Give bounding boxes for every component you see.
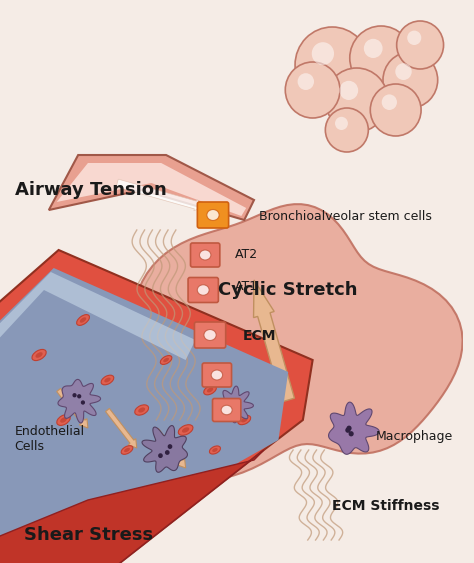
Circle shape [325,68,388,132]
Circle shape [395,63,412,80]
Ellipse shape [207,387,213,392]
Polygon shape [58,379,100,423]
Ellipse shape [241,418,247,422]
Polygon shape [218,386,254,423]
Ellipse shape [204,329,216,341]
Ellipse shape [200,250,211,260]
FancyBboxPatch shape [191,243,220,267]
Ellipse shape [57,414,70,426]
Text: Macrophage: Macrophage [376,430,454,443]
Text: Cyclic Stretch: Cyclic Stretch [219,281,358,299]
Circle shape [339,81,358,100]
Ellipse shape [160,356,172,364]
Ellipse shape [178,425,193,435]
Circle shape [158,453,163,458]
Circle shape [73,393,77,397]
FancyBboxPatch shape [188,278,219,302]
Circle shape [233,403,237,406]
Circle shape [312,42,334,65]
Circle shape [335,117,348,130]
Ellipse shape [101,375,114,385]
Text: AT1: AT1 [235,280,257,293]
Ellipse shape [104,378,110,382]
Polygon shape [0,450,264,563]
FancyArrow shape [57,388,88,428]
Circle shape [382,95,397,110]
Circle shape [383,52,438,108]
Circle shape [295,27,369,103]
Ellipse shape [36,352,43,358]
Circle shape [346,426,352,431]
Text: ECM Stiffness: ECM Stiffness [332,499,440,513]
FancyBboxPatch shape [194,322,226,348]
FancyBboxPatch shape [202,363,232,387]
Text: Airway Tension: Airway Tension [15,181,166,199]
Ellipse shape [32,350,46,360]
Text: Bronchioalveolar stem cells: Bronchioalveolar stem cells [259,210,432,223]
FancyArrow shape [116,179,203,211]
Circle shape [168,444,173,449]
Circle shape [370,84,421,136]
Text: AT2: AT2 [235,248,257,261]
Ellipse shape [60,417,67,423]
FancyArrow shape [106,408,137,448]
Polygon shape [0,268,288,563]
Ellipse shape [80,318,86,323]
Text: ECM: ECM [242,329,276,343]
Circle shape [407,30,421,45]
Ellipse shape [163,358,169,362]
Circle shape [77,394,82,399]
Polygon shape [0,272,195,360]
Text: Shear Stress: Shear Stress [25,526,154,544]
Polygon shape [142,426,187,472]
Ellipse shape [221,405,232,415]
Polygon shape [49,155,254,220]
Circle shape [230,401,234,405]
Ellipse shape [238,415,251,425]
Ellipse shape [204,385,216,395]
Polygon shape [57,163,246,216]
Circle shape [348,431,354,436]
Circle shape [298,73,314,90]
Circle shape [325,108,368,152]
Circle shape [231,404,235,408]
Ellipse shape [212,448,218,452]
Ellipse shape [77,315,90,325]
Circle shape [165,450,170,455]
Ellipse shape [211,370,223,380]
FancyArrow shape [254,280,294,402]
Circle shape [364,39,383,58]
Ellipse shape [138,408,145,413]
Polygon shape [0,250,313,563]
Circle shape [350,26,412,90]
Ellipse shape [207,209,219,221]
FancyBboxPatch shape [197,202,228,228]
Circle shape [285,62,340,118]
Circle shape [345,427,350,433]
Ellipse shape [182,427,189,432]
Ellipse shape [121,446,133,454]
Polygon shape [130,204,463,480]
Text: Endothelial
Cells: Endothelial Cells [15,425,85,453]
Ellipse shape [124,448,130,452]
Circle shape [397,21,444,69]
Circle shape [81,400,85,405]
Ellipse shape [210,446,220,454]
Polygon shape [328,402,379,454]
Ellipse shape [197,285,209,295]
FancyBboxPatch shape [212,399,241,422]
Ellipse shape [135,405,148,415]
FancyArrow shape [155,428,186,468]
